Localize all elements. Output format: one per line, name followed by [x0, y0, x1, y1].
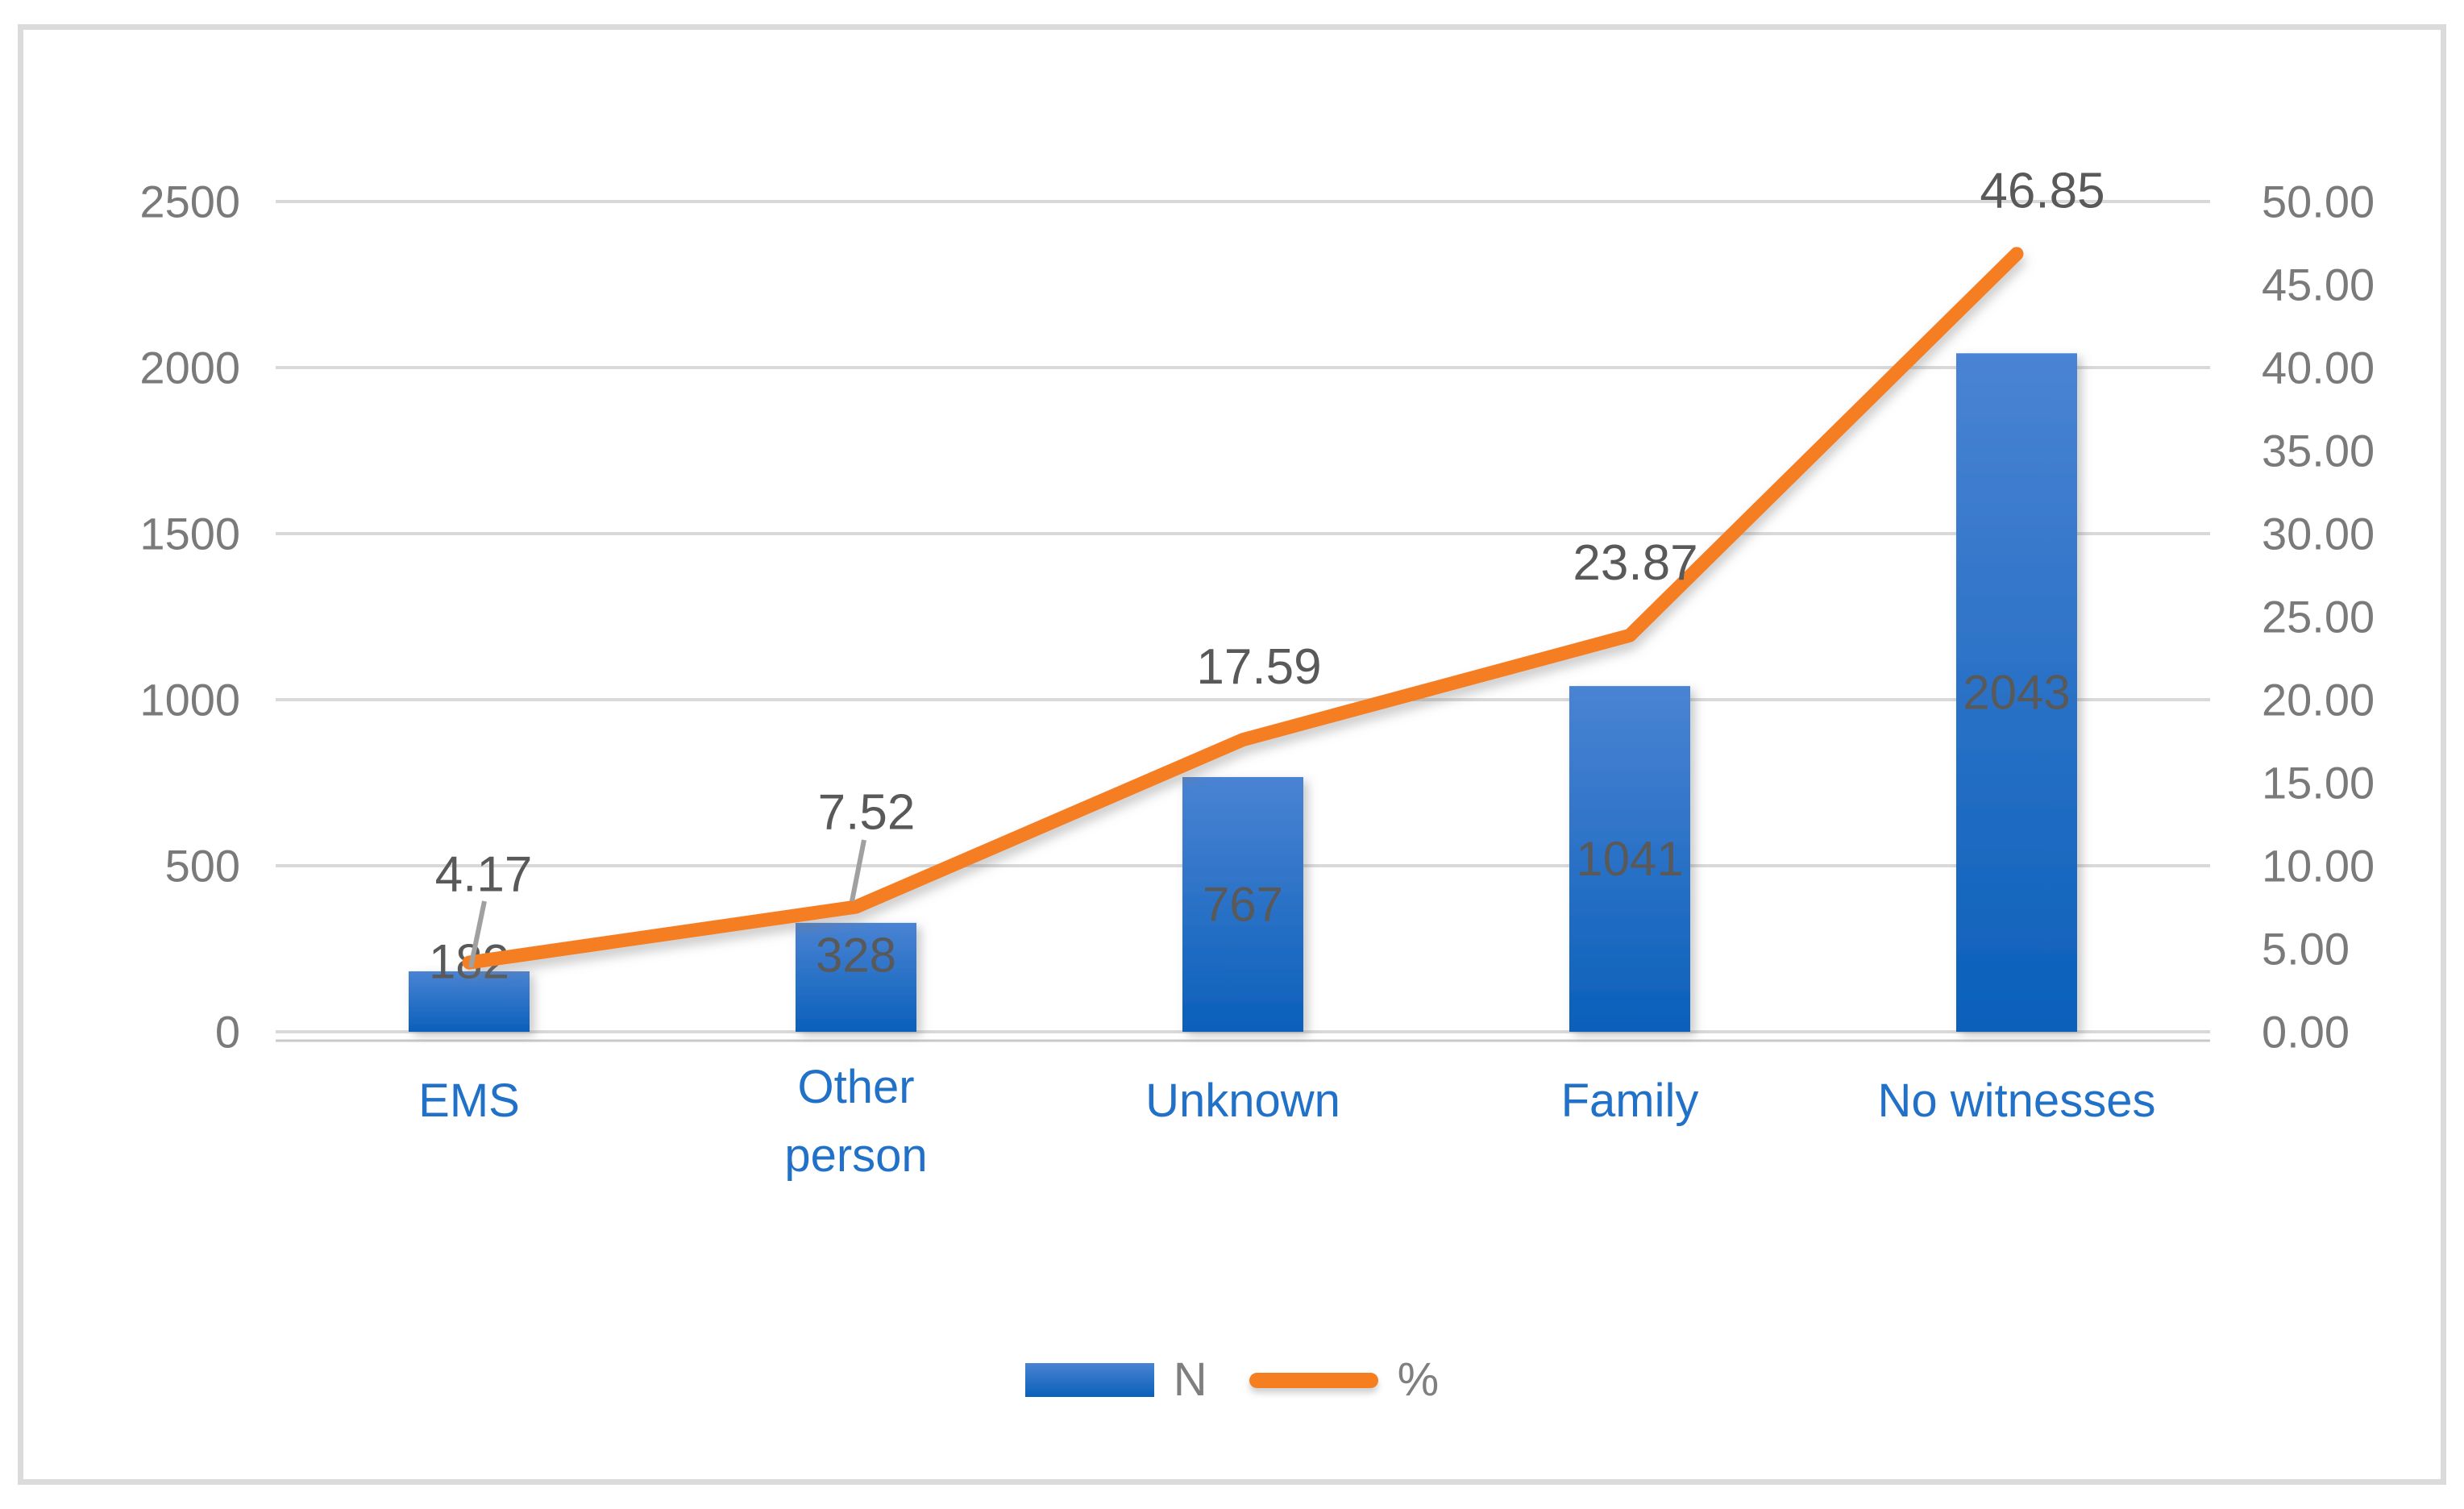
right-tick-35.00: 35.00	[2262, 426, 2375, 476]
right-tick-10.00: 10.00	[2262, 841, 2375, 892]
leader-line-7.52	[850, 839, 866, 902]
right-tick-30.00: 30.00	[2262, 509, 2375, 559]
left-tick-0: 0	[215, 1007, 240, 1058]
right-tick-50.00: 50.00	[2262, 177, 2375, 227]
right-tick-45.00: 45.00	[2262, 260, 2375, 310]
leader-lines	[468, 839, 866, 968]
gridlines	[276, 200, 2210, 1042]
legend-item-pct: %	[1249, 1353, 1440, 1406]
bar-series	[409, 353, 2077, 1032]
bar-ems	[409, 971, 530, 1032]
right-tick-0.00: 0.00	[2262, 1007, 2350, 1058]
bar-unknown	[1182, 776, 1303, 1032]
pct-label-46.85: 46.85	[1980, 163, 2105, 218]
right-tick-25.00: 25.00	[2262, 592, 2375, 642]
right-tick-20.00: 20.00	[2262, 675, 2375, 725]
category-label-other-person: Other person	[784, 1061, 927, 1182]
right-tick-5.00: 5.00	[2262, 924, 2350, 975]
bar-label-2043: 2043	[1963, 666, 2070, 720]
bar-label-328: 328	[816, 928, 896, 982]
axis-labels: 0 500 1000 1500 2000 2500 0.00 5.00 10.00 15.00 20…	[139, 177, 2375, 1183]
percent-line-series	[462, 247, 2024, 970]
category-label-family: Family	[1561, 1075, 1699, 1127]
pct-label-23.87: 23.87	[1573, 535, 1697, 591]
legend-label-pct: %	[1397, 1353, 1440, 1406]
legend-bar-swatch-icon	[1024, 1363, 1154, 1397]
left-tick-2500: 2500	[139, 177, 240, 227]
pct-label-17.59: 17.59	[1196, 639, 1321, 695]
category-label-unknown: Unknown	[1145, 1075, 1340, 1127]
bar-other-person	[796, 922, 916, 1032]
percent-data-labels: 4.17 7.52 17.59 23.87 46.85	[435, 163, 2105, 902]
bar-family	[1569, 686, 1690, 1032]
right-tick-40.00: 40.00	[2262, 343, 2375, 393]
percent-line	[462, 247, 2024, 970]
pct-label-4.17: 4.17	[435, 847, 533, 903]
category-label-no-witnesses: No witnesses	[1878, 1075, 2156, 1127]
left-tick-2000: 2000	[139, 343, 240, 393]
bar-label-1041: 1041	[1576, 832, 1683, 886]
left-tick-1000: 1000	[139, 675, 240, 725]
pct-label-7.52: 7.52	[818, 785, 916, 841]
bar-no-witnesses	[1956, 353, 2077, 1032]
right-tick-15.00: 15.00	[2262, 758, 2375, 809]
left-tick-500: 500	[165, 841, 240, 892]
left-tick-1500: 1500	[139, 509, 240, 559]
legend: N %	[0, 1348, 2464, 1412]
legend-item-n: N	[1024, 1353, 1207, 1406]
category-label-ems: EMS	[418, 1075, 520, 1127]
leader-line-4.17	[468, 900, 487, 968]
legend-label-n: N	[1173, 1353, 1207, 1406]
bar-label-767: 767	[1203, 877, 1283, 931]
legend-line-swatch-icon	[1249, 1372, 1378, 1388]
